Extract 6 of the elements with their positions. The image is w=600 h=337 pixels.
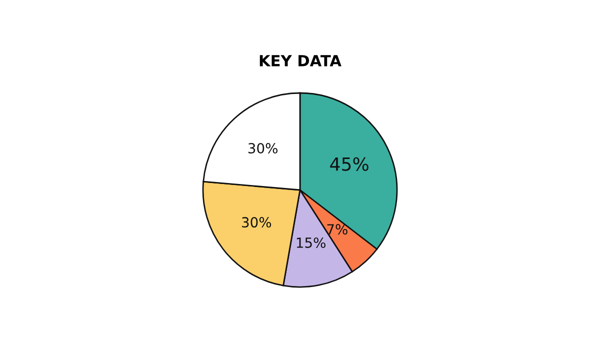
chart-title: KEY DATA bbox=[260, 55, 342, 66]
data-label: 30% bbox=[242, 217, 272, 228]
data-label: 7% bbox=[327, 224, 348, 235]
data-label: 45% bbox=[330, 157, 368, 171]
data-label: 15% bbox=[296, 237, 326, 248]
data-label: 30% bbox=[248, 142, 278, 154]
